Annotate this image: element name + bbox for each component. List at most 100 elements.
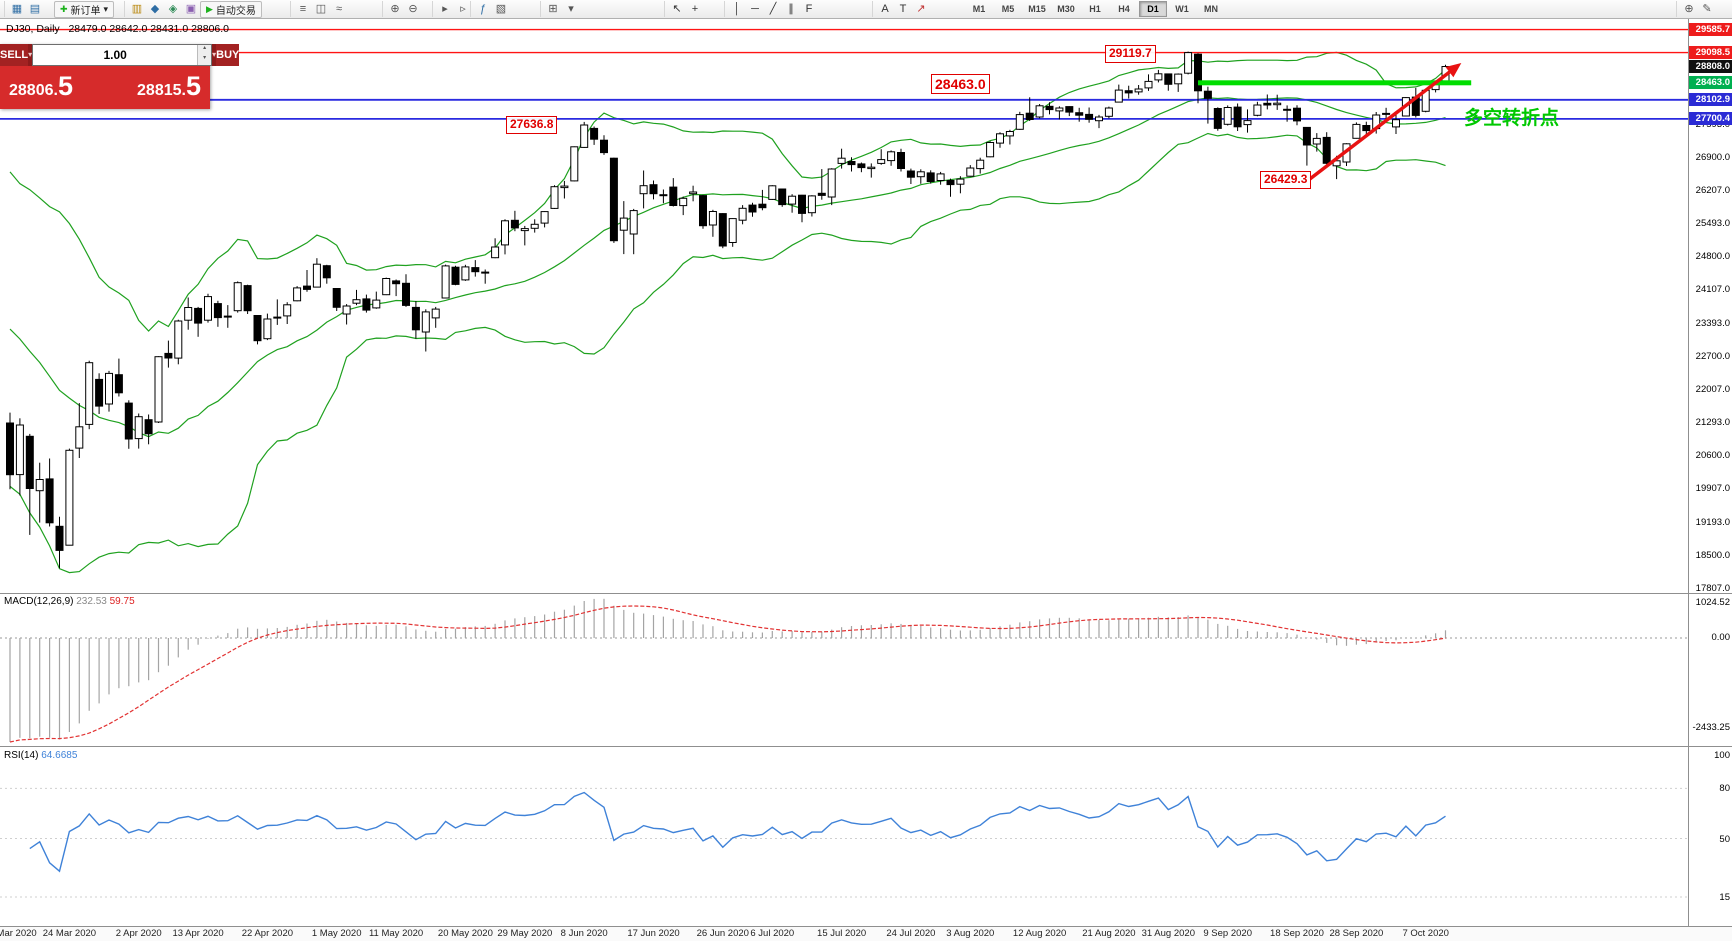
chart-title: DJ30, Daily 28479.0 28642.0 28431.0 2880… (6, 23, 229, 35)
chevron-down-icon: ▾ (103, 4, 109, 14)
chart-shift-icon[interactable]: ▹ (460, 2, 466, 15)
price-tag: 29098.5 (1689, 46, 1732, 60)
line-chart-icon[interactable]: ≈ (335, 2, 343, 15)
buy-price[interactable]: 28815.5 (137, 71, 201, 106)
timeframe-h4[interactable]: H4 (1118, 4, 1130, 14)
macd-panel-separator[interactable] (0, 593, 1732, 594)
timeframe-d1[interactable]: D1 (1139, 1, 1167, 17)
date-label: 7 Oct 2020 (1402, 928, 1449, 939)
price-label-29119[interactable]: 29119.7 (1105, 45, 1156, 63)
volume-up-icon[interactable]: ▴ (198, 45, 212, 55)
price-tick: 26900.0 (1695, 151, 1730, 163)
price-label-27636[interactable]: 27636.8 (506, 116, 558, 134)
auto-trading-button[interactable]: ▶ 自动交易 (200, 1, 262, 18)
sell-button[interactable]: SELL (0, 44, 29, 66)
buy-button[interactable]: BUY (216, 44, 240, 66)
chart-profiles-icon[interactable]: ▤ (29, 2, 41, 15)
price-tick: 19907.0 (1695, 483, 1730, 495)
new-order-label: 新订单 (70, 6, 101, 17)
scale-separator (1688, 18, 1689, 926)
volume-input[interactable] (33, 45, 198, 65)
date-label: 8 Jun 2020 (560, 928, 608, 939)
date-label: 28 Sep 2020 (1329, 928, 1384, 939)
zoom-out-icon[interactable]: ⊖ (408, 2, 418, 15)
timeframe-m1[interactable]: M1 (972, 4, 986, 14)
date-label: 16 Mar 2020 (0, 928, 37, 939)
rsi-layer (0, 787, 1688, 898)
sell-price-big-digit: 5 (57, 71, 73, 101)
new-chart-icon[interactable]: ▦ (11, 2, 23, 15)
channel-icon[interactable]: ∥ (788, 2, 794, 15)
date-label: 1 May 2020 (311, 928, 362, 939)
date-label: 29 May 2020 (497, 928, 553, 939)
zoom-search-icon[interactable]: ⊕ (1684, 2, 1694, 15)
market-watch-icon[interactable]: ▥ (131, 2, 143, 15)
bull-bear-turning-point-note[interactable]: 多空转折点 (1464, 108, 1560, 129)
buy-price-big-digit: 5 (185, 71, 201, 101)
indicators-list-icon[interactable]: ⊞ (548, 2, 558, 15)
timeframe-m15[interactable]: M15 (1028, 4, 1046, 14)
zoom-in-icon[interactable]: ⊕ (390, 2, 400, 15)
candlestick-chart-icon[interactable]: ◫ (315, 2, 327, 15)
toolbar-icon-group: ⊕ ✎ (1676, 1, 1719, 17)
auto-trading-label: 自动交易 (215, 6, 256, 17)
date-axis[interactable] (0, 926, 1732, 941)
new-order-button[interactable]: ✚ 新订单 ▾ (54, 1, 115, 18)
buy-dropdown-icon[interactable]: ▾ (212, 44, 217, 66)
date-label: 24 Mar 2020 (42, 928, 97, 939)
edit-pencil-icon[interactable]: ✎ (1702, 2, 1712, 15)
fibonacci-icon[interactable]: F (805, 2, 813, 15)
timeframe-switcher: M1 M5 M15 M30 H1 H4 D1 W1 MN (965, 1, 1225, 17)
cursor-icon[interactable]: ↖ (672, 2, 682, 15)
price-tick: 17807.0 (1695, 582, 1730, 594)
price-tick: 19193.0 (1695, 516, 1730, 528)
data-window-icon[interactable]: ◆ (150, 2, 160, 15)
macd-scale-max: 1024.52 (1695, 597, 1730, 608)
text-icon[interactable]: A (881, 2, 889, 15)
navigator-icon[interactable]: ◈ (168, 2, 178, 15)
date-label: 20 May 2020 (437, 928, 493, 939)
macd-layer (0, 598, 1688, 743)
sell-price[interactable]: 28806.5 (9, 71, 73, 106)
date-label: 3 Aug 2020 (946, 928, 995, 939)
arrow-tool-icon[interactable]: ↗ (916, 2, 926, 15)
symbol-period-label: DJ30, Daily (6, 23, 60, 35)
templates-icon[interactable]: ▧ (495, 2, 507, 15)
timeframe-mn[interactable]: MN (1204, 4, 1218, 14)
date-label: 15 Jul 2020 (817, 928, 867, 939)
price-label-26429[interactable]: 26429.3 (1260, 171, 1312, 189)
auto-scroll-icon[interactable]: ▸ (442, 2, 448, 15)
label-icon[interactable]: T (899, 2, 907, 15)
timeframe-m5[interactable]: M5 (1001, 4, 1015, 14)
price-tag: 28808.0 (1689, 59, 1732, 73)
macd-main-value: 232.53 (76, 596, 107, 607)
date-label: 9 Sep 2020 (1203, 928, 1252, 939)
timeframe-h1[interactable]: H1 (1089, 4, 1101, 14)
trendline-icon[interactable]: ╱ (769, 2, 777, 15)
price-tag: 29585.7 (1689, 23, 1732, 37)
rsi-level-label: 100 (1714, 750, 1730, 761)
rsi-panel-separator[interactable] (0, 746, 1732, 747)
toolbar-icon-group: ▸ ▹ (432, 1, 475, 17)
toolbar-icon-group: ≡ ◫ ≈ (290, 1, 351, 17)
indicators-icon[interactable]: ƒ (479, 2, 487, 15)
timeframe-w1[interactable]: W1 (1175, 4, 1189, 14)
period-list-icon[interactable]: ▾ (568, 2, 574, 15)
price-label-28463[interactable]: 28463.0 (931, 74, 990, 95)
crosshair-icon[interactable]: + (691, 2, 699, 15)
rsi-label: RSI(14) 64.6685 (4, 750, 78, 761)
date-label: 26 Jun 2020 (696, 928, 749, 939)
horizontal-line-icon[interactable]: ─ (751, 2, 759, 15)
sell-dropdown-icon[interactable]: ▾ (28, 44, 33, 66)
price-scale-column[interactable] (1689, 18, 1732, 926)
volume-down-icon[interactable]: ▾ (198, 55, 212, 65)
price-tag: 28463.0 (1689, 76, 1732, 90)
toolbar: ▦ ▤ ▥ ◆ ◈ ▣ ≡ ◫ ≈ ⊕ ⊖ ▸ ▹ ƒ ▧ ⊞ ▾ ↖ + │ ─ ╱ ∥ F A T ↗ ⊕ ✎ ✚ 新订单 ▾ ▶ … (0, 0, 1732, 19)
terminal-icon[interactable]: ▣ (185, 2, 197, 15)
rsi-level-label: 80 (1719, 783, 1730, 795)
bar-chart-icon[interactable]: ≡ (299, 2, 307, 15)
vertical-line-icon[interactable]: │ (733, 2, 741, 15)
date-label: 12 Aug 2020 (1012, 928, 1067, 939)
timeframe-m30[interactable]: M30 (1057, 4, 1075, 14)
